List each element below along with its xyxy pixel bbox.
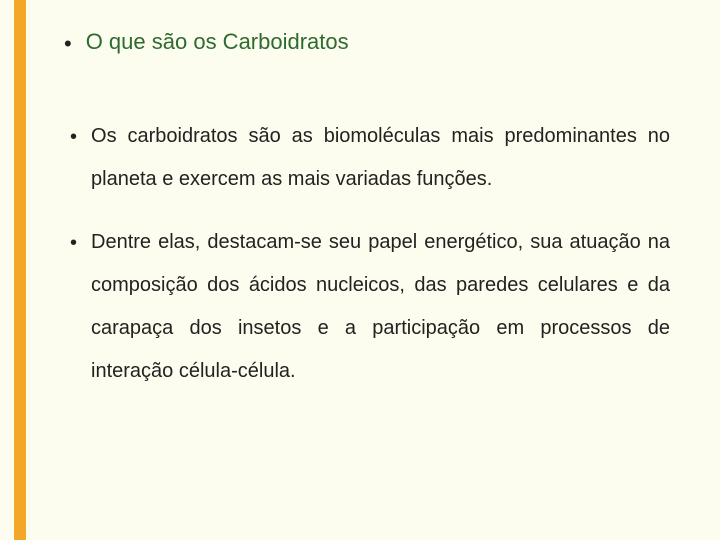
body-text: Os carboidratos são as biomoléculas mais… [91,115,670,201]
body-text: Dentre elas, destacam-se seu papel energ… [91,221,670,393]
accent-bar [14,0,26,540]
list-item: • Dentre elas, destacam-se seu papel ene… [70,221,670,393]
bullet-icon: • [70,222,77,265]
bullet-icon: • [70,116,77,159]
slide-title: O que são os Carboidratos [86,28,349,57]
title-bullet: • [64,30,72,59]
list-item: • Os carboidratos são as biomoléculas ma… [70,115,670,201]
body-list: • Os carboidratos são as biomoléculas ma… [70,115,670,393]
slide-title-row: • O que são os Carboidratos [64,28,670,59]
slide: • O que são os Carboidratos • Os carboid… [0,0,720,540]
